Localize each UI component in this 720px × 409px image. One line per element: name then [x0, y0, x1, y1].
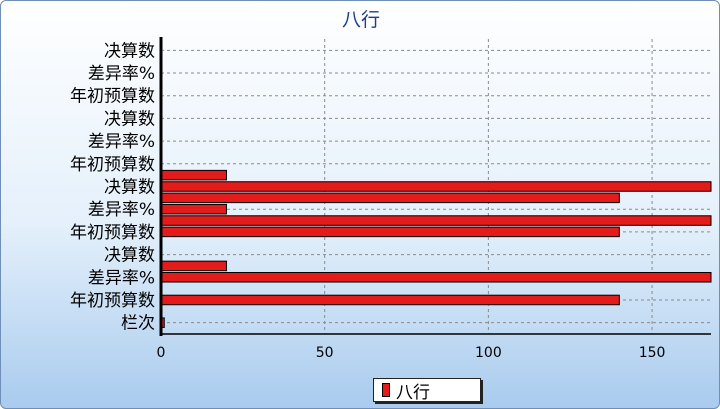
bar [160, 226, 620, 238]
y-tick-label: 差异率% [88, 132, 155, 152]
y-tick-label: 差异率% [88, 200, 155, 220]
y-tick-label: 年初预算数 [70, 155, 155, 175]
bar [160, 272, 712, 283]
y-tick-label: 差异率% [88, 268, 155, 288]
bar [160, 203, 227, 215]
x-tick-label: 100 [475, 345, 502, 361]
bar [160, 294, 620, 306]
bar [160, 215, 712, 226]
y-tick-label: 栏次 [121, 314, 155, 334]
y-tick-label: 年初预算数 [70, 87, 155, 107]
y-tick-label: 决算数 [104, 41, 155, 61]
x-tick-label: 150 [639, 345, 666, 361]
x-tick-label: 50 [316, 345, 334, 361]
bar [160, 169, 227, 181]
legend: 八行 [373, 378, 481, 403]
x-tick-label: 0 [157, 345, 166, 361]
y-tick-label: 决算数 [104, 246, 155, 266]
bar [160, 181, 712, 192]
chart-title: 八行 [341, 9, 380, 31]
y-tick-label: 差异率% [88, 64, 155, 84]
y-tick-label: 决算数 [104, 109, 155, 129]
y-tick-label: 决算数 [104, 178, 155, 198]
bar [160, 260, 227, 272]
y-tick-label: 年初预算数 [70, 291, 155, 311]
bar [160, 192, 620, 204]
legend-swatch [382, 383, 390, 397]
y-tick-label: 年初预算数 [70, 223, 155, 243]
legend-label: 八行 [396, 382, 430, 403]
